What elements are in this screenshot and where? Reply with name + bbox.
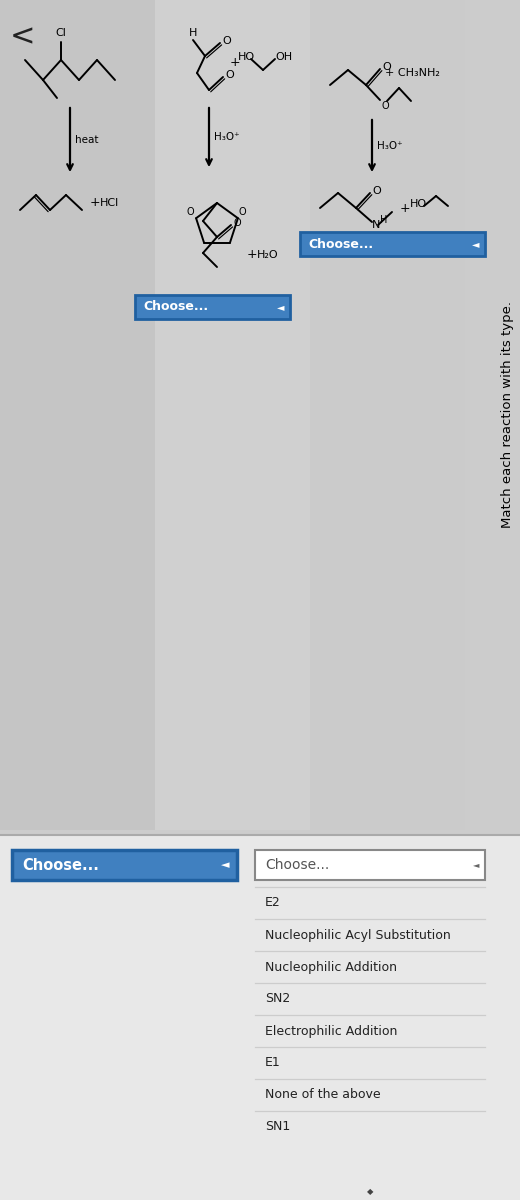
Text: Choose...: Choose...: [143, 300, 208, 313]
Text: +: +: [400, 202, 411, 215]
Text: O: O: [372, 186, 381, 196]
Text: <: <: [10, 22, 35, 50]
Text: + CH₃NH₂: + CH₃NH₂: [385, 68, 440, 78]
Text: Choose...: Choose...: [308, 238, 373, 251]
Text: OH: OH: [275, 52, 292, 62]
Text: SN1: SN1: [265, 1121, 290, 1134]
Text: ◄: ◄: [220, 860, 229, 870]
Bar: [155, 0, 310, 830]
Text: Electrophilic Addition: Electrophilic Addition: [265, 1025, 397, 1038]
Text: H: H: [189, 28, 197, 38]
Text: Match each reaction with its type.: Match each reaction with its type.: [500, 301, 514, 528]
Text: Cl: Cl: [56, 28, 67, 38]
Bar: [0, 0, 155, 830]
Text: +: +: [247, 248, 257, 262]
Text: O: O: [382, 62, 391, 72]
Text: H₂O: H₂O: [257, 250, 279, 260]
Bar: [12, 850, 237, 880]
Text: O: O: [222, 36, 231, 46]
Bar: [255, 850, 485, 880]
Text: E2: E2: [265, 896, 281, 910]
Text: +: +: [90, 197, 101, 210]
Text: O: O: [187, 208, 194, 217]
Text: O: O: [239, 208, 246, 217]
Bar: [0, 835, 520, 1200]
Text: N: N: [372, 220, 380, 230]
Text: SN2: SN2: [265, 992, 290, 1006]
Text: None of the above: None of the above: [265, 1088, 381, 1102]
Text: +: +: [230, 55, 241, 68]
Text: Nucleophilic Addition: Nucleophilic Addition: [265, 960, 397, 973]
Text: Choose...: Choose...: [22, 858, 99, 872]
Text: O: O: [381, 101, 388, 110]
Text: H₃O⁺: H₃O⁺: [377, 140, 402, 151]
Text: HCl: HCl: [100, 198, 119, 208]
Text: H: H: [380, 215, 387, 226]
Text: HO: HO: [238, 52, 255, 62]
Text: O: O: [225, 70, 234, 80]
Bar: [310, 0, 465, 830]
Text: heat: heat: [75, 134, 98, 145]
Text: O: O: [233, 218, 241, 228]
Bar: [135, 295, 290, 319]
Bar: [300, 232, 485, 256]
Text: ◄: ◄: [277, 302, 284, 312]
Text: Choose...: Choose...: [265, 858, 329, 872]
Text: H₃O⁺: H₃O⁺: [214, 132, 240, 143]
Text: Nucleophilic Acyl Substitution: Nucleophilic Acyl Substitution: [265, 929, 451, 942]
Text: E1: E1: [265, 1056, 281, 1069]
Text: ◆: ◆: [367, 1188, 373, 1196]
Text: HO: HO: [410, 199, 427, 209]
Text: ◄: ◄: [472, 239, 479, 248]
Text: ◄: ◄: [473, 860, 479, 870]
